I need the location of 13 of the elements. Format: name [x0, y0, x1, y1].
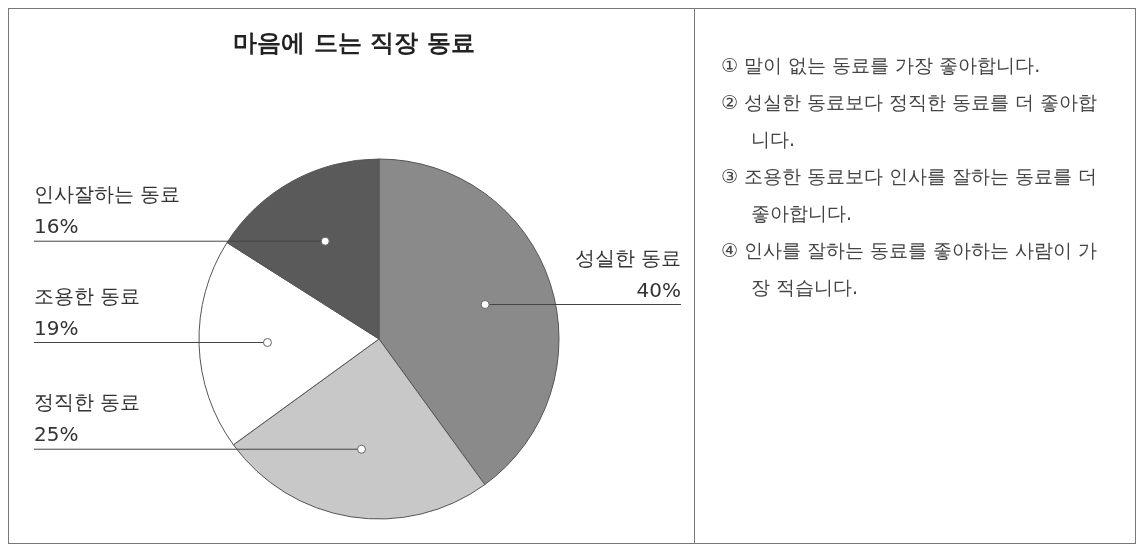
text: ② 성실한 동료보다 정직한 동료를 더 좋아합니다. [721, 90, 1099, 152]
slice-label: 정직한 동료 [34, 390, 141, 415]
text: ① 말이 없는 동료를 가장 좋아합니다. [721, 53, 1042, 78]
data-label: 40% [636, 277, 681, 302]
text: ③ 조용한 동료보다 인사를 잘하는 동료를 더 좋아합니다. [721, 164, 1099, 226]
slice-label: 인사잘하는 동료 [34, 182, 181, 207]
chart-title: 마음에 드는 직장 동료 [233, 29, 475, 57]
slice-label: 조용한 동료 [34, 283, 141, 308]
slice-label: 성실한 동료 [574, 245, 681, 270]
text: ④ 인사를 잘하는 동료를 좋아하는 사람이 가장 적습니다. [721, 238, 1099, 300]
data-label: 25% [34, 422, 79, 447]
data-label: 19% [34, 315, 79, 340]
data-label: 16% [34, 214, 79, 239]
